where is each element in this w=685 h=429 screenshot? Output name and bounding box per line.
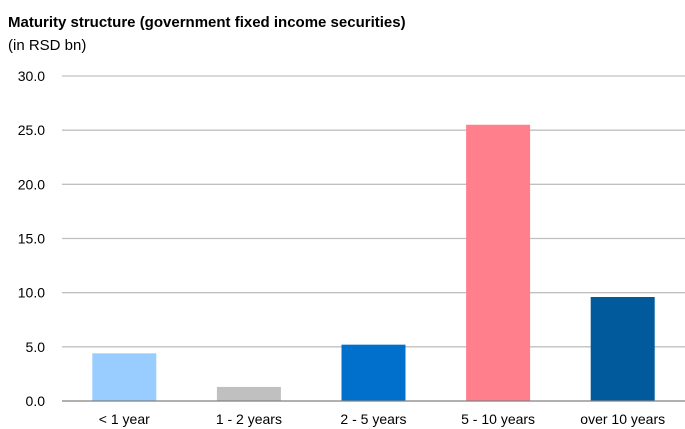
bar-1 [92, 353, 157, 401]
x-tick-label: 2 - 5 years [340, 411, 406, 427]
x-tick-label: 5 - 10 years [461, 411, 535, 427]
x-axis-ticks: < 1 year 1 - 2 years 2 - 5 years 5 - 10 yea… [99, 411, 665, 427]
y-tick-label: 5.0 [26, 339, 46, 355]
x-tick-label: over 10 years [580, 411, 665, 427]
x-tick-label: < 1 year [99, 411, 150, 427]
bar-5 [590, 297, 655, 401]
x-tick-label: 1 - 2 years [216, 411, 282, 427]
y-tick-label: 15.0 [18, 231, 45, 247]
y-tick-label: 25.0 [18, 122, 45, 138]
y-tick-label: 0.0 [26, 393, 46, 409]
bar-2 [216, 386, 281, 401]
chart-title: Maturity structure (government fixed inc… [8, 14, 406, 31]
y-tick-label: 10.0 [18, 285, 45, 301]
gridlines [62, 75, 685, 348]
y-tick-label: 30.0 [18, 68, 45, 84]
bar-4 [466, 124, 531, 401]
y-tick-label: 20.0 [18, 176, 45, 192]
chart-subtitle: (in RSD bn) [8, 37, 86, 54]
bars [92, 124, 655, 401]
bar-3 [341, 344, 406, 401]
y-axis-ticks: 0.0 5.0 10.0 15.0 20.0 25.0 30.0 [18, 68, 45, 409]
